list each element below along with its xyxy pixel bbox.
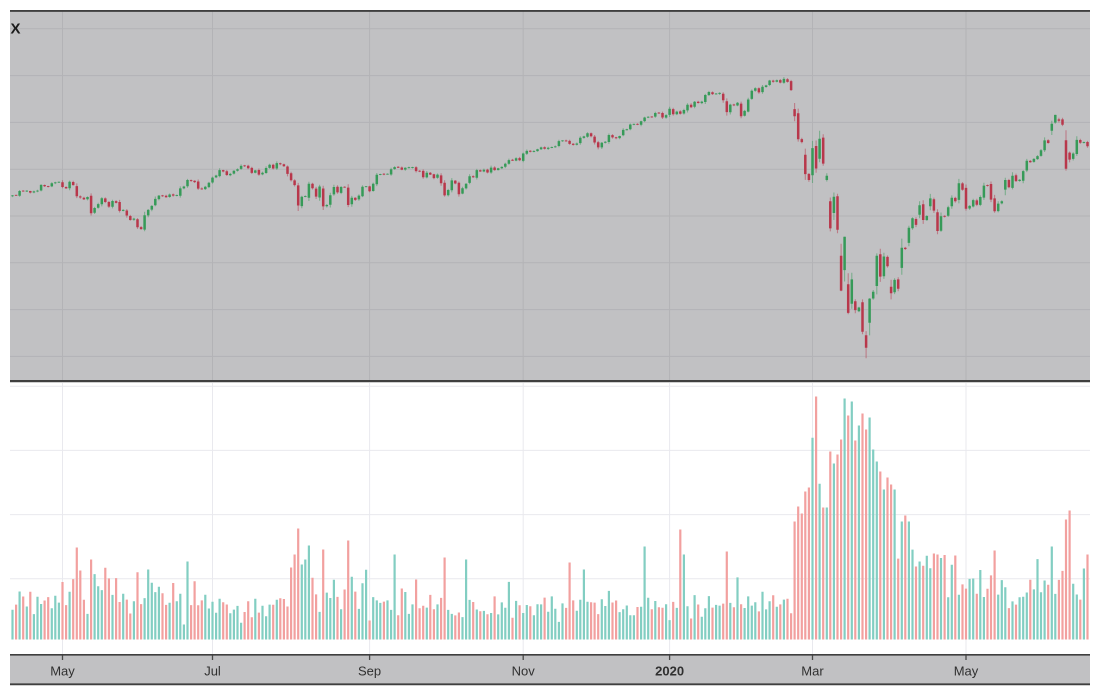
- svg-text:May: May: [50, 663, 75, 678]
- svg-text:Jul: Jul: [204, 663, 221, 678]
- svg-text:Sep: Sep: [358, 663, 381, 678]
- svg-text:2020: 2020: [655, 663, 684, 678]
- svg-text:Nov: Nov: [512, 663, 536, 678]
- svg-text:May: May: [954, 663, 979, 678]
- svg-text:Mar: Mar: [801, 663, 824, 678]
- svg-text:X: X: [11, 21, 21, 38]
